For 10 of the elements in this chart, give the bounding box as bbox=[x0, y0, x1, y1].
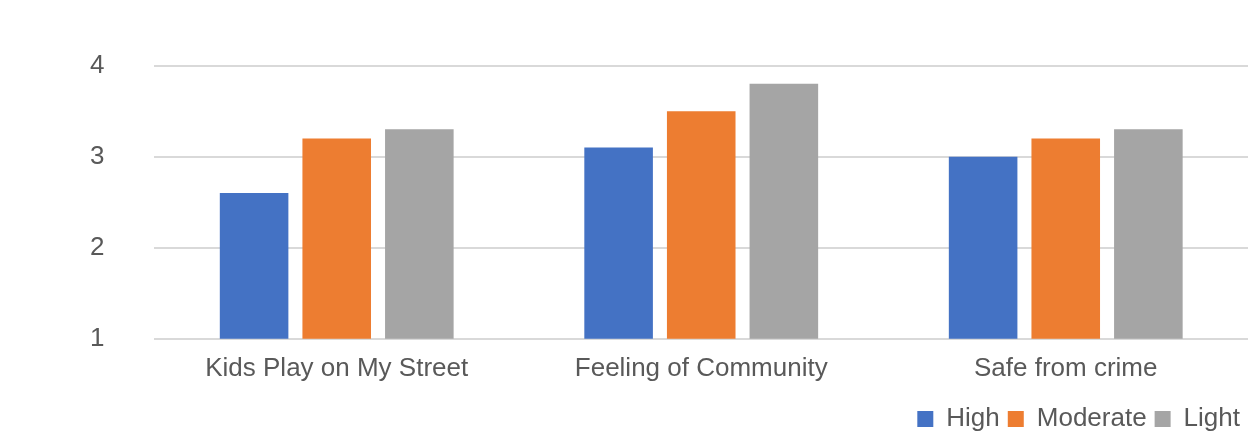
y-tick-label: 2 bbox=[89, 230, 105, 261]
y-tick-label: 3 bbox=[89, 139, 105, 170]
legend-label: Moderate bbox=[1036, 402, 1147, 433]
y-tick-label: 1 bbox=[89, 321, 105, 352]
y-tick-label: 4 bbox=[89, 48, 105, 79]
x-tick-label: Feeling of Community bbox=[574, 351, 828, 382]
x-tick-label: Safe from crime bbox=[973, 351, 1158, 382]
legend-label: High bbox=[946, 402, 1000, 433]
legend-label: Light bbox=[1183, 402, 1241, 433]
x-tick-label: Kids Play on My Street bbox=[205, 351, 469, 382]
